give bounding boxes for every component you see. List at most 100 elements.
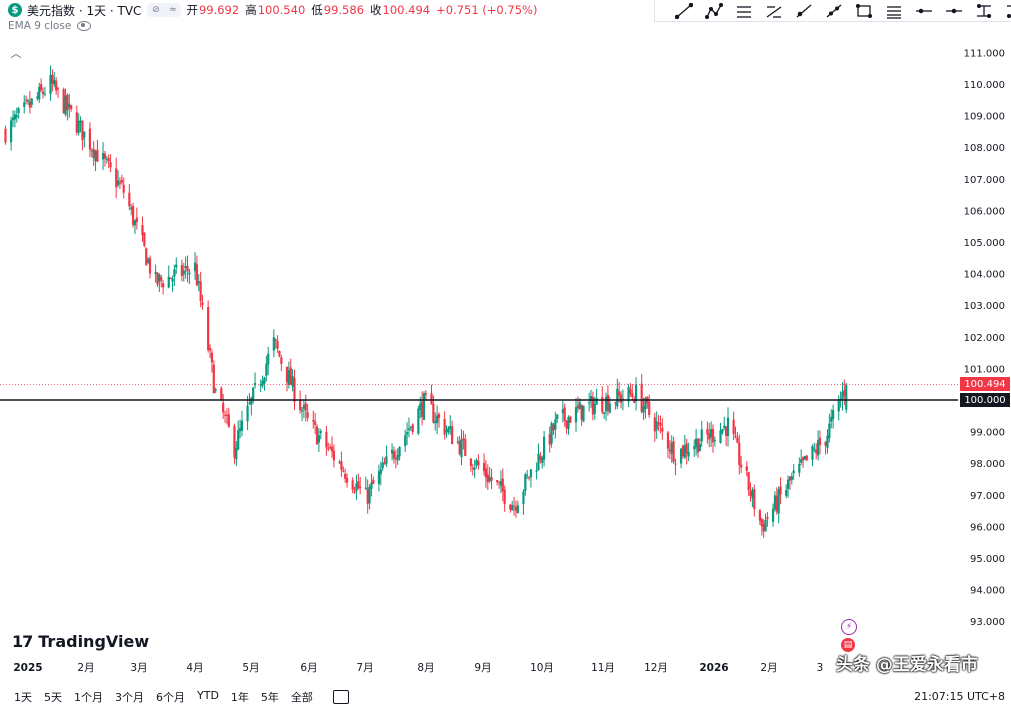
candle: [417, 405, 420, 436]
drawing-toolbar: [654, 0, 1011, 22]
candle: [462, 430, 465, 450]
candle: [657, 415, 660, 432]
candle: [629, 383, 632, 397]
candle: [430, 384, 433, 405]
price-tick-label: 99.000: [970, 428, 1005, 439]
candle: [614, 401, 617, 410]
candle: [332, 444, 336, 468]
indicator-label: EMA 9 close: [8, 20, 72, 32]
change-value: +0.751 (+0.75%): [436, 3, 538, 17]
indicator-legend[interactable]: EMA 9 close: [8, 20, 92, 32]
range-button[interactable]: 5天: [44, 691, 62, 704]
candle: [169, 277, 172, 280]
candle: [824, 440, 827, 455]
calendar-icon[interactable]: [332, 690, 349, 704]
high-label: 高: [245, 3, 257, 17]
candle: [186, 255, 189, 283]
candle: [304, 394, 307, 422]
range-button[interactable]: 1年: [230, 691, 249, 704]
extended-line-icon: [826, 4, 842, 17]
candle: [83, 131, 86, 148]
horizontal-line-icon: [916, 8, 932, 13]
candle: [542, 431, 546, 467]
candle: [747, 471, 750, 496]
candle: [541, 455, 544, 469]
candle: [156, 272, 159, 288]
candle: [13, 110, 16, 128]
candle: [762, 519, 765, 538]
candle: [167, 265, 170, 289]
candle: [509, 503, 512, 513]
candle: [512, 496, 516, 516]
candle: [719, 422, 722, 444]
candle: [141, 216, 144, 242]
parallel-channel-icon: [737, 5, 751, 18]
candle: [193, 252, 197, 280]
candle: [171, 275, 174, 292]
candle: [469, 458, 473, 472]
horizontal-ray-icon: [946, 8, 962, 13]
candle: [451, 420, 454, 445]
candle: [15, 107, 18, 123]
polyline-tool-button[interactable]: [699, 1, 729, 21]
candle: [830, 409, 833, 429]
candle: [616, 378, 619, 410]
price-range-tool-button[interactable]: [969, 1, 999, 21]
candle: [357, 473, 360, 490]
range-button[interactable]: 6个月: [156, 691, 185, 704]
visibility-toggle[interactable]: ⊘ ≈: [147, 3, 182, 17]
clock[interactable]: 21:07:15 UTC+8: [914, 690, 1005, 703]
us-flag-icon[interactable]: ▤: [841, 638, 855, 652]
candle: [355, 475, 358, 500]
range-button[interactable]: 3个月: [115, 691, 144, 704]
candle: [220, 386, 223, 402]
candle: [661, 418, 664, 440]
candle: [685, 438, 688, 465]
candle: [300, 407, 304, 422]
candle: [235, 441, 238, 467]
candle: [473, 459, 476, 479]
candle: [214, 387, 217, 394]
ray-tool-button[interactable]: [789, 1, 819, 21]
candle: [811, 444, 814, 467]
candle: [199, 271, 202, 308]
candle: [771, 503, 775, 527]
path-tool-button[interactable]: [999, 1, 1011, 21]
candle: [713, 436, 716, 447]
range-button[interactable]: 1天: [14, 691, 32, 704]
eye-icon[interactable]: [77, 21, 92, 31]
range-button[interactable]: 1个月: [74, 691, 103, 704]
candle: [107, 154, 110, 169]
candle: [41, 87, 45, 99]
candle: [779, 477, 782, 505]
rectangle-tool-button[interactable]: [849, 1, 879, 21]
candle: [563, 403, 566, 427]
symbol-title[interactable]: 美元指数 · 1天 · TVC: [27, 3, 142, 18]
time-tick-label: 9月: [474, 662, 491, 674]
candle: [700, 420, 703, 447]
horizontal-lines-tool-button[interactable]: [879, 1, 909, 21]
fib-retracement-tool-button[interactable]: [759, 1, 789, 21]
horizontal-line-tool-button[interactable]: [909, 1, 939, 21]
candle: [103, 150, 107, 167]
range-button[interactable]: YTD: [197, 689, 219, 702]
candle: [398, 446, 401, 461]
lightning-icon[interactable]: ⚡: [841, 619, 857, 635]
candle: [785, 484, 788, 499]
candle: [672, 436, 675, 464]
horizontal-ray-tool-button[interactable]: [939, 1, 969, 21]
trend-line-icon: [675, 2, 693, 19]
range-button[interactable]: 全部: [290, 691, 313, 704]
range-button[interactable]: 5年: [260, 691, 279, 704]
extended-line-tool-button[interactable]: [819, 1, 849, 21]
trend-line-tool-button[interactable]: [669, 1, 699, 21]
chevron-up-icon[interactable]: ︿: [10, 47, 22, 60]
parallel-channel-tool-button[interactable]: [729, 1, 759, 21]
candle: [681, 444, 685, 459]
candle: [253, 372, 257, 389]
polyline-icon: [705, 2, 723, 19]
candle: [550, 421, 553, 448]
candle: [766, 512, 769, 527]
candle: [421, 391, 424, 426]
